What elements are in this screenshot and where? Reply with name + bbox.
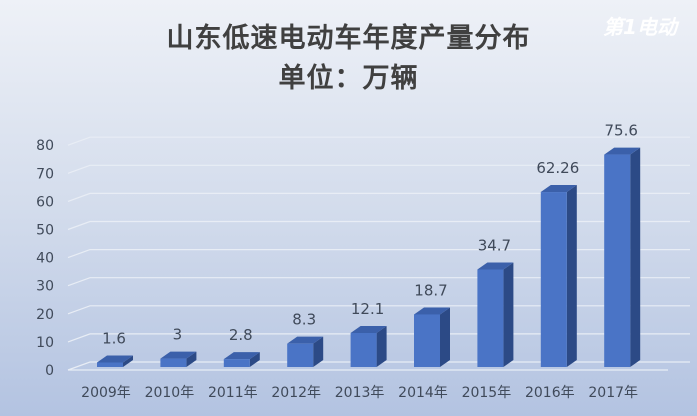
gridline: [67, 192, 690, 202]
x-tick-label: 2010年: [145, 385, 195, 401]
data-label: 62.26: [536, 159, 579, 177]
bar-side: [376, 325, 387, 367]
bar-top: [414, 307, 450, 315]
bar-side: [313, 336, 324, 367]
bar-top: [350, 325, 387, 333]
data-label: 34.7: [478, 236, 511, 254]
x-tick-label: 2017年: [588, 385, 638, 401]
bar-side: [249, 352, 260, 367]
y-tick-label: 10: [36, 335, 54, 351]
data-label: 75.6: [604, 122, 637, 140]
bar-top: [160, 351, 197, 359]
gridline: [67, 277, 690, 287]
gridline: [67, 249, 690, 259]
bar: [477, 269, 504, 367]
x-tick-label: 2009年: [81, 385, 131, 401]
bar-side: [503, 262, 514, 367]
x-tick-label: 2015年: [462, 385, 512, 401]
bar: [287, 343, 314, 367]
chart-title: 山东低速电动车年度产量分布: [166, 23, 531, 54]
gridline: [67, 136, 690, 146]
y-tick-label: 30: [36, 279, 54, 295]
bar-top: [604, 147, 641, 155]
bar: [223, 359, 250, 367]
y-tick-label: 0: [45, 363, 54, 379]
gridline: [67, 164, 690, 174]
data-label: 1.6: [102, 330, 126, 348]
data-label: 8.3: [292, 311, 316, 329]
data-label: 2.8: [229, 326, 253, 344]
bar-top: [477, 262, 514, 270]
data-label: 18.7: [414, 281, 447, 299]
gridline: [67, 220, 690, 231]
bar-top: [223, 352, 260, 360]
y-tick-label: 40: [36, 251, 54, 267]
bar: [604, 154, 631, 367]
y-tick-label: 80: [36, 138, 54, 154]
bar-top: [97, 355, 133, 363]
bar-top: [287, 336, 324, 344]
x-tick-label: 2012年: [271, 385, 321, 401]
bar-side: [440, 307, 450, 367]
x-tick-label: 2013年: [335, 385, 385, 401]
bar-top: [540, 185, 577, 193]
data-label: 3: [173, 326, 183, 344]
bar: [540, 192, 567, 367]
watermark-logo: 第1电动: [603, 15, 680, 39]
bar-side: [566, 185, 577, 367]
y-tick-label: 50: [36, 223, 54, 239]
data-label: 12.1: [351, 300, 384, 318]
y-tick-label: 60: [36, 194, 54, 210]
y-tick-label: 70: [36, 166, 54, 182]
chart-subtitle: 单位：万辆: [278, 63, 419, 94]
bar-side: [630, 147, 641, 367]
bar-side: [186, 351, 197, 367]
x-tick-label: 2011年: [208, 385, 258, 401]
bar: [414, 314, 440, 367]
bar: [160, 358, 187, 367]
bar-side: [123, 355, 133, 367]
bar: [97, 362, 123, 367]
x-tick-label: 2016年: [525, 385, 575, 401]
y-tick-label: 20: [36, 307, 54, 323]
bar: [350, 332, 377, 367]
x-tick-label: 2014年: [398, 385, 448, 401]
